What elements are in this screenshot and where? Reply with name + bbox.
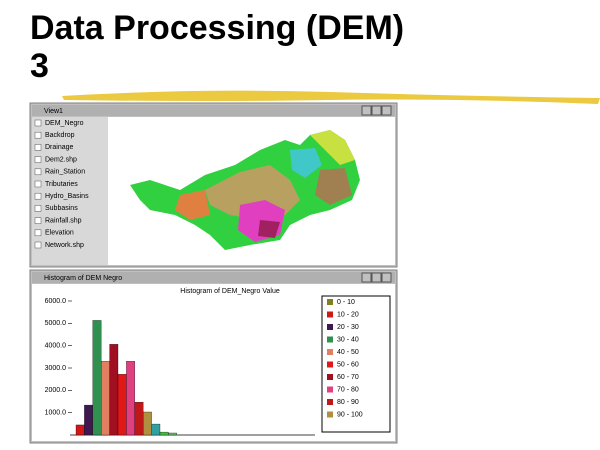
layer-checkbox	[34, 217, 42, 224]
layer-name: Backdrop	[45, 132, 75, 139]
layer-name: Rain_Station	[45, 169, 85, 176]
layer-checkbox	[34, 156, 42, 163]
maximize-button[interactable]	[371, 272, 382, 283]
layer-checkbox	[34, 229, 42, 237]
legend-label: 10 - 20	[337, 311, 359, 318]
y-tick-label: 3000.0	[45, 365, 67, 372]
view-window: View1 DEM_Negro Backdrop Drainage Dem2.shp R…	[29, 102, 398, 268]
map-region	[258, 220, 280, 238]
legend-swatch	[327, 361, 333, 368]
brush-stroke	[62, 90, 600, 104]
legend-swatch	[327, 399, 333, 405]
layer-name: Elevation	[45, 230, 74, 237]
layer-checkbox	[34, 119, 42, 127]
legend-label: 40 - 50	[337, 349, 359, 356]
legend-swatch	[327, 386, 333, 393]
layer-checkbox	[34, 205, 42, 212]
y-tick-label: 6000.0	[45, 298, 67, 305]
bar	[101, 361, 110, 436]
legend-label: 20 - 30	[337, 324, 359, 331]
layer-checkbox	[34, 131, 42, 139]
layer-name: Rainfall.shp	[45, 217, 82, 224]
slide-subtitle: 3	[30, 47, 49, 85]
layer-list: DEM_Negro Backdrop Drainage Dem2.shp Rain_St…	[34, 119, 89, 249]
legend-label: 60 - 70	[337, 374, 359, 381]
close-button[interactable]	[381, 105, 392, 116]
title-bar	[32, 272, 395, 283]
bar	[159, 431, 169, 436]
y-tick-label: 2000.0	[45, 387, 67, 394]
bar	[151, 423, 161, 436]
table-of-contents	[32, 117, 108, 265]
legend-label: 90 - 100	[337, 411, 363, 418]
bar	[126, 361, 135, 436]
legend-swatch	[327, 374, 333, 380]
layer-name: Drainage	[45, 144, 74, 151]
map-region	[315, 168, 352, 205]
close-button[interactable]	[381, 272, 392, 283]
legend-swatch	[327, 324, 333, 330]
legend-swatch	[327, 311, 333, 318]
bar	[75, 424, 85, 436]
legend-label: 50 - 60	[337, 361, 359, 368]
layer-name: Tributaries	[45, 181, 78, 188]
layer-name: Subbasins	[45, 205, 78, 212]
bar	[117, 374, 127, 436]
y-tick-label: 5000.0	[45, 320, 67, 327]
legend-label: 0 - 10	[337, 299, 355, 306]
legend-swatch	[327, 299, 333, 305]
legend-label: 80 - 90	[337, 399, 359, 406]
map-region	[310, 130, 355, 165]
minimize-button[interactable]	[361, 272, 372, 283]
bar	[134, 402, 144, 436]
layer-checkbox	[34, 241, 42, 249]
title-bar	[32, 105, 395, 116]
y-tick-label: 4000.0	[45, 343, 67, 350]
legend-swatch	[327, 336, 333, 343]
window-title: View1	[44, 108, 63, 115]
layer-checkbox	[34, 180, 42, 188]
bar	[92, 320, 102, 436]
maximize-button[interactable]	[371, 105, 382, 116]
layer-name: Network.shp	[45, 242, 84, 249]
chart-title: Histogram of DEM_Negro Value	[180, 288, 280, 295]
bar	[168, 432, 177, 436]
bar	[143, 411, 152, 436]
layer-name: DEM_Negro	[45, 120, 84, 127]
layer-checkbox	[34, 168, 42, 176]
slide-title: Data Processing (DEM)	[30, 9, 404, 47]
legend-swatch	[327, 349, 333, 355]
map	[130, 130, 360, 250]
window-title: Histogram of DEM Negro	[44, 275, 122, 282]
legend-label: 70 - 80	[337, 386, 359, 393]
layer-name: Dem2.shp	[45, 156, 77, 163]
minimize-button[interactable]	[361, 105, 372, 116]
y-tick-label: 1000.0	[45, 410, 67, 417]
bar	[84, 404, 93, 436]
legend-label: 30 - 40	[337, 336, 359, 343]
bar	[109, 344, 119, 436]
layer-checkbox	[34, 144, 42, 151]
legend-swatch	[327, 411, 333, 418]
map-region	[290, 148, 322, 178]
map-region	[175, 190, 210, 220]
layer-name: Hydro_Basins	[45, 193, 89, 200]
legend-box	[321, 295, 391, 433]
layer-checkbox	[34, 192, 42, 200]
